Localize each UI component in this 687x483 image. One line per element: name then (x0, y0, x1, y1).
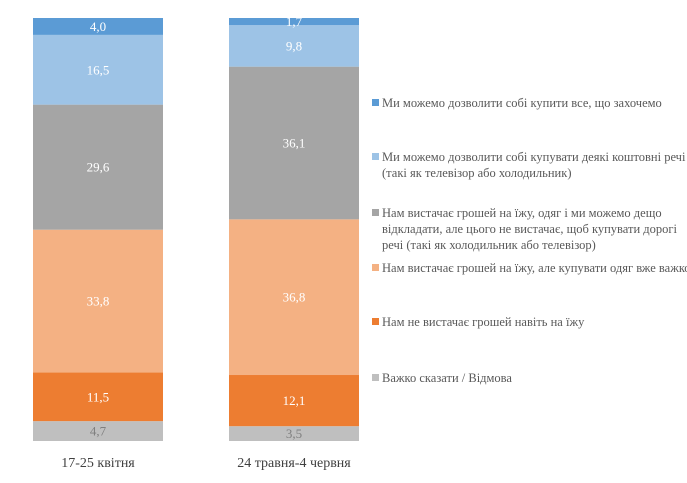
bar-segment (33, 229, 163, 373)
bar-segment (229, 25, 359, 67)
bar-segment (229, 426, 359, 441)
data-label: 12,1 (283, 393, 306, 408)
legend-item-1: Ми можемо дозволити собі купити все, що … (372, 95, 687, 111)
legend-swatch (372, 374, 379, 381)
legend-item-4: Нам вистачає грошей на їжу, але купувати… (372, 260, 687, 276)
legend-label: Важко сказати / Відмова (382, 371, 512, 385)
x-tick-label-2: 24 травня-4 червня (237, 456, 351, 471)
legend-item-3: Нам вистачає грошей на їжу, одяг і ми мо… (372, 205, 687, 253)
legend-swatch (372, 264, 379, 271)
data-label: 16,5 (87, 62, 110, 77)
x-tick-label-1: 17-25 квітня (61, 456, 135, 471)
bar-segment (33, 18, 163, 35)
legend-label: Нам вистачає грошей на їжу, але купувати… (382, 261, 687, 275)
bar-segment (33, 104, 163, 230)
data-label: 1,7 (286, 14, 303, 29)
bar-segment (33, 372, 163, 422)
legend-item-6: Важко сказати / Відмова (372, 370, 687, 386)
data-label: 36,1 (283, 135, 306, 150)
data-label: 29,6 (87, 160, 110, 175)
legend-swatch (372, 209, 379, 216)
data-label: 4,0 (90, 19, 106, 34)
legend-item-5: Нам не вистачає грошей навіть на їжу (372, 314, 687, 330)
legend-label: Ми можемо дозволити собі купити все, що … (382, 96, 662, 110)
bar-segment (33, 34, 163, 105)
legend-swatch (372, 153, 379, 160)
bar-segment (229, 219, 359, 376)
bar-segment (229, 375, 359, 427)
bar-segment (33, 421, 163, 441)
bar-segment (229, 18, 359, 26)
legend-swatch (372, 99, 379, 106)
legend-label: Нам вистачає грошей на їжу, одяг і ми мо… (382, 206, 677, 252)
data-label: 36,8 (283, 290, 306, 305)
data-label: 4,7 (90, 424, 107, 439)
data-label: 11,5 (87, 389, 109, 404)
data-label: 33,8 (87, 294, 110, 309)
data-label: 9,8 (286, 38, 302, 53)
data-label: 3,5 (286, 426, 302, 441)
legend-swatch (372, 318, 379, 325)
legend-item-2: Ми можемо дозволити собі купувати деякі … (372, 149, 687, 181)
legend-label: Ми можемо дозволити собі купувати деякі … (382, 150, 686, 180)
legend-label: Нам не вистачає грошей навіть на їжу (382, 315, 585, 329)
bar-segment (229, 66, 359, 220)
